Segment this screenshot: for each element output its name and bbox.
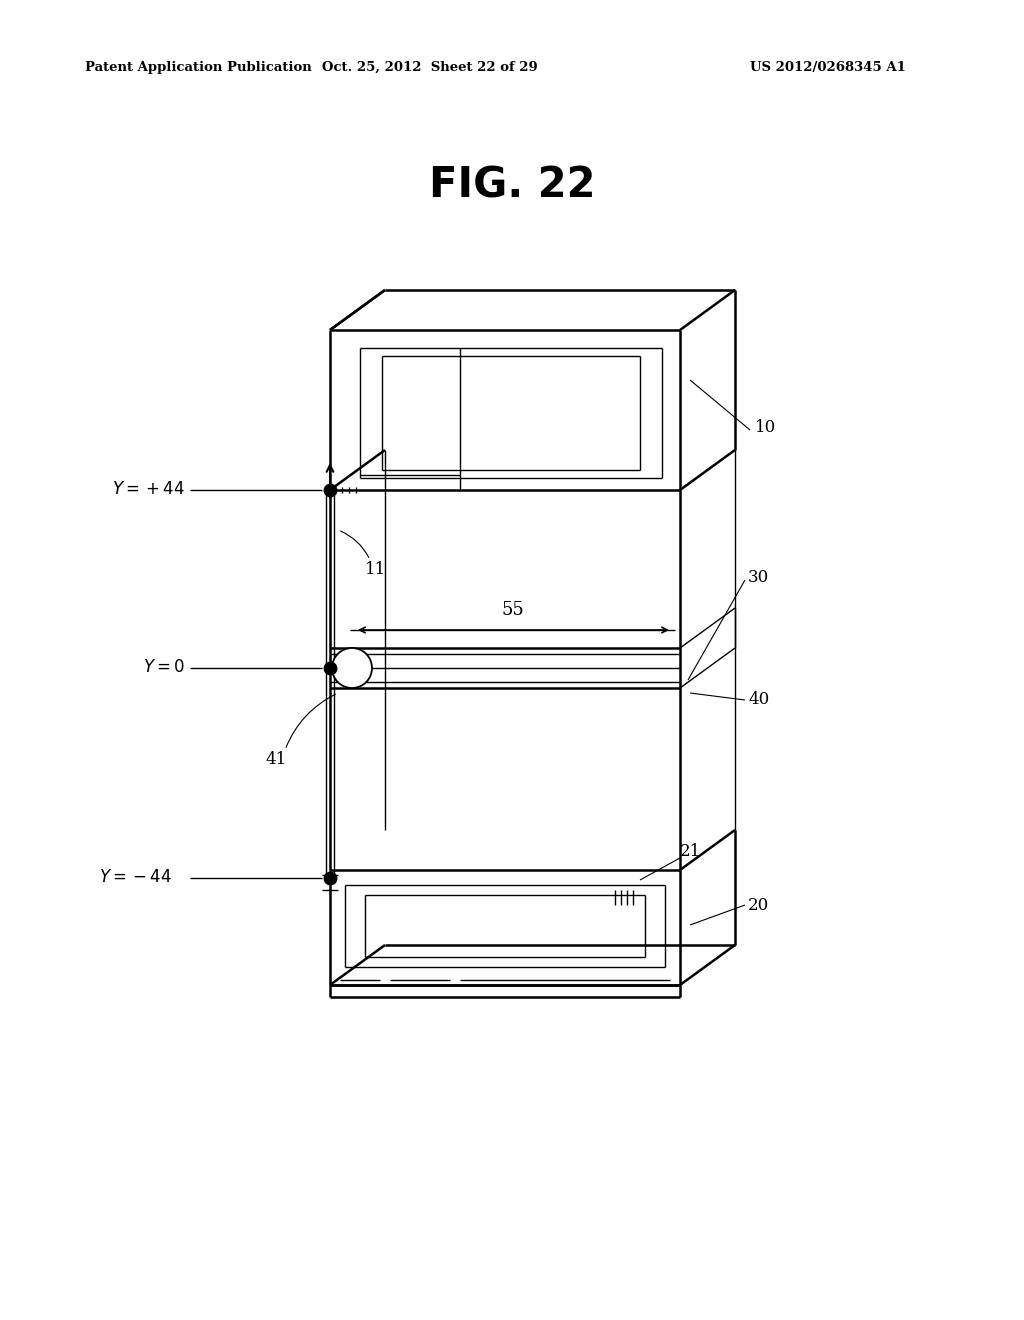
Text: Oct. 25, 2012  Sheet 22 of 29: Oct. 25, 2012 Sheet 22 of 29 [323,61,538,74]
Text: US 2012/0268345 A1: US 2012/0268345 A1 [750,61,906,74]
Text: 30: 30 [748,569,769,586]
Text: 41: 41 [265,751,287,768]
Text: Patent Application Publication: Patent Application Publication [85,61,311,74]
Text: 20: 20 [748,896,769,913]
Text: $Y = 0$: $Y = 0$ [143,660,185,676]
Text: 10: 10 [755,420,776,437]
Circle shape [332,648,372,688]
Text: FIG. 22: FIG. 22 [429,164,595,206]
Text: $Y = +44$: $Y = +44$ [112,482,185,499]
Text: 40: 40 [748,692,769,709]
Text: 11: 11 [365,561,386,578]
Text: $Y = -44$: $Y = -44$ [99,870,172,887]
Text: 21: 21 [680,842,701,859]
Text: 55: 55 [502,601,524,619]
